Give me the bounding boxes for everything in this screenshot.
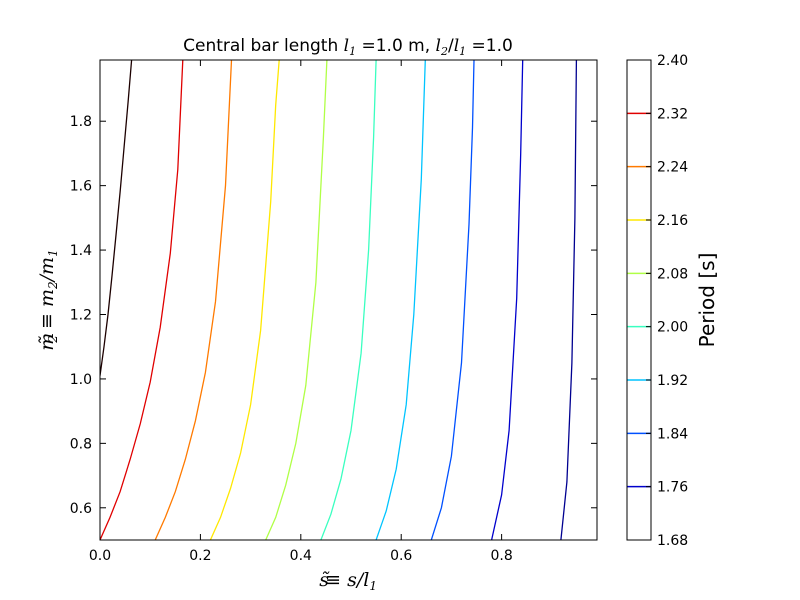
x-tick-label: 0.8 <box>490 548 512 564</box>
x-tick-label: 0.2 <box>189 548 211 564</box>
contour-line <box>430 60 475 540</box>
y-axis-ticks: 0.6 0.8 1.0 1.2 1.4 1.6 1.8 <box>70 114 597 517</box>
contour-line <box>154 60 233 540</box>
xlabel-part: s <box>319 569 330 591</box>
title-part: Central bar length <box>183 36 344 56</box>
ylabel-part: 2 <box>46 281 60 290</box>
contour-lines <box>100 60 578 540</box>
colorbar-ticks: 1.68 1.76 1.84 1.92 2.00 2.08 2.16 2.24 2.32 2.40 <box>646 53 688 549</box>
y-tick-label: 1.2 <box>70 307 92 323</box>
y-tick-label: 1.0 <box>70 372 92 388</box>
contour-line <box>490 60 524 540</box>
colorbar-label: Period [s] <box>695 253 719 348</box>
colorbar: 1.68 1.76 1.84 1.92 2.00 2.08 2.16 2.24 2.32 2.40… <box>626 53 719 549</box>
title-part: l <box>454 36 459 56</box>
ylabel-part: 2 <box>46 335 60 344</box>
ylabel-part: m <box>36 289 58 307</box>
x-tick-label: 0.4 <box>290 548 312 564</box>
x-tick-label: 0.6 <box>390 548 412 564</box>
title-part: / <box>448 36 454 56</box>
title-part: 2 <box>440 45 448 58</box>
ylabel-part: 1 <box>46 249 60 257</box>
ylabel-part: ≡ <box>36 307 58 335</box>
title-part: =1.0 <box>466 36 513 56</box>
chart-title: Central bar length l1 =1.0 m, l2/l1 =1.0 <box>183 36 513 58</box>
title-part: 1 <box>459 45 466 58</box>
contour-line <box>560 60 578 540</box>
colorbar-background <box>627 60 651 540</box>
colorbar-tick-label: 1.84 <box>657 426 688 442</box>
colorbar-tick-label: 1.68 <box>657 533 688 549</box>
xlabel-part: l <box>363 569 369 591</box>
y-tick-label: 0.8 <box>70 436 92 452</box>
x-axis-ticks: 0.0 0.2 0.4 0.6 0.8 <box>89 60 513 564</box>
contour-line <box>100 60 133 376</box>
colorbar-tick-label: 2.24 <box>657 160 688 176</box>
colorbar-tick-label: 2.08 <box>657 266 688 282</box>
y-tick-label: 0.6 <box>70 501 92 517</box>
title-part: 1 <box>349 45 356 58</box>
contour-line <box>375 60 426 540</box>
plot-area <box>99 59 598 541</box>
colorbar-tick-label: 1.92 <box>657 373 688 389</box>
ylabel-part: m <box>36 333 58 351</box>
y-tick-label: 1.6 <box>70 179 92 195</box>
ylabel-part: m <box>36 257 58 275</box>
xlabel-part: ≡ <box>319 569 347 591</box>
title-part: l <box>436 36 441 56</box>
y-tick-label: 1.8 <box>70 114 92 130</box>
colorbar-tick-label: 2.40 <box>657 53 688 69</box>
y-tick-label: 1.4 <box>70 243 92 259</box>
colorbar-frame <box>626 59 652 541</box>
contour-line <box>320 60 377 540</box>
colorbar-tick-label: 1.76 <box>657 480 688 496</box>
contour-line <box>265 60 328 540</box>
contour-line <box>209 60 280 540</box>
plot-frame <box>99 59 598 541</box>
x-tick-label: 0.0 <box>89 548 111 564</box>
xlabel-part: 1 <box>369 579 377 593</box>
ylabel-part: / <box>36 273 58 283</box>
colorbar-tick-label: 2.32 <box>657 106 688 122</box>
colorbar-tick-label: 2.00 <box>657 320 688 336</box>
xlabel-part: / <box>355 569 365 591</box>
colorbar-tick-label: 2.16 <box>657 213 688 229</box>
y-axis-label: m̃2 ≡ m2/m1 <box>36 249 60 350</box>
x-axis-label: s̃ ≡ s/l1 <box>319 569 377 593</box>
plot-background <box>100 60 597 540</box>
xlabel-part: s <box>347 569 357 591</box>
contour-line <box>100 60 184 540</box>
title-part: l <box>344 36 349 56</box>
title-part: =1.0 m, <box>356 36 435 56</box>
